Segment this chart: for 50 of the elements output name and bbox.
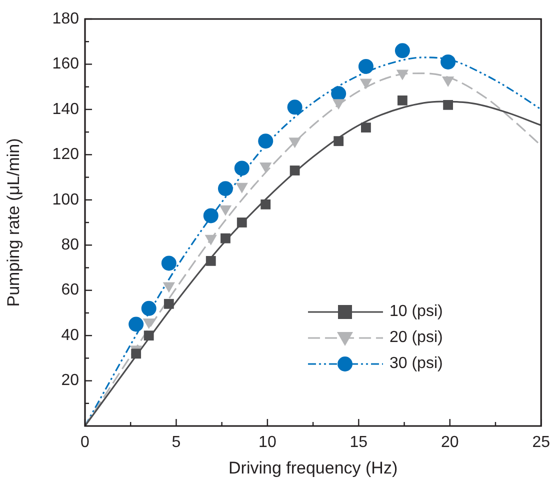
y-tick-label: 180 — [52, 10, 80, 28]
y-tick-label: 20 — [61, 372, 80, 390]
y-tick-label: 60 — [61, 282, 80, 299]
legend-label: 30 (psi) — [389, 355, 443, 374]
point — [443, 100, 454, 110]
point — [440, 54, 456, 70]
y-tick-label: 40 — [61, 326, 80, 344]
point — [131, 348, 142, 359]
legend-label: 20 (psi) — [389, 329, 443, 348]
y-tick-label: 120 — [52, 146, 80, 164]
point — [361, 122, 371, 132]
point — [164, 298, 174, 309]
x-tick-label: 0 — [80, 434, 90, 452]
point — [220, 233, 230, 244]
y-tick-label: 80 — [61, 236, 80, 254]
point — [260, 162, 272, 173]
point — [162, 282, 175, 293]
x-tick-label: 20 — [440, 434, 459, 452]
x-tick-label: 15 — [350, 434, 368, 452]
point — [258, 134, 274, 149]
point — [334, 136, 344, 146]
point — [287, 100, 302, 115]
point — [142, 318, 155, 329]
point — [206, 256, 216, 266]
point — [290, 166, 300, 176]
y-tick-label: 100 — [52, 191, 80, 208]
point — [204, 234, 217, 246]
x-axis-title: Driving frequency (Hz) — [228, 458, 398, 478]
x-tick-label: 5 — [172, 434, 181, 452]
point — [236, 182, 248, 194]
point — [218, 181, 233, 196]
y-axis-title: Pumping rate (μL/min) — [4, 138, 23, 307]
point — [128, 316, 144, 332]
point — [141, 300, 156, 316]
point — [203, 208, 218, 224]
point — [331, 86, 346, 102]
point — [219, 205, 232, 216]
point — [358, 58, 374, 74]
x-tick-label: 25 — [532, 434, 550, 452]
point — [394, 43, 410, 58]
point — [260, 199, 271, 210]
point — [161, 256, 176, 271]
point — [234, 160, 250, 176]
point — [144, 330, 154, 341]
legend-label: 10 (psi) — [389, 303, 443, 322]
y-tick-label: 140 — [52, 100, 80, 118]
x-tick-label: 10 — [258, 434, 276, 452]
point — [236, 218, 247, 228]
y-tick-label: 160 — [52, 56, 80, 73]
point — [397, 95, 408, 106]
